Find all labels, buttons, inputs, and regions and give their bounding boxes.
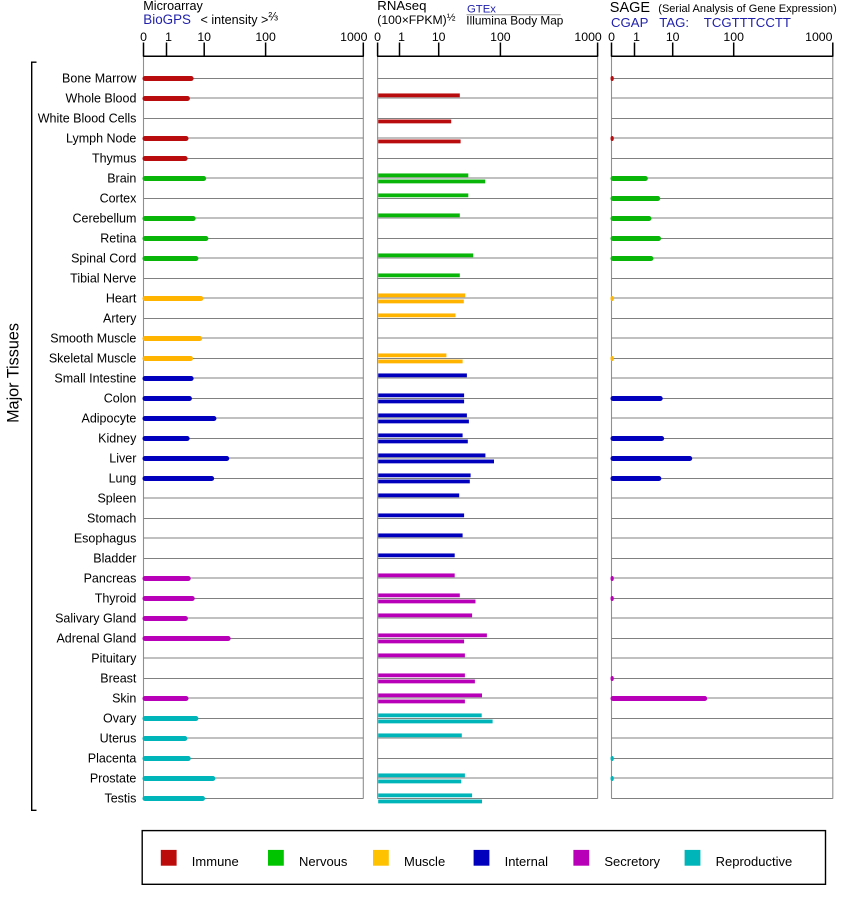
svg-text:Bladder: Bladder: [93, 551, 136, 565]
svg-text:10: 10: [197, 30, 211, 44]
svg-text:Secretory: Secretory: [604, 854, 660, 869]
svg-text:Retina: Retina: [100, 231, 136, 245]
svg-text:Liver: Liver: [109, 451, 136, 465]
svg-text:Bone Marrow: Bone Marrow: [62, 71, 137, 85]
svg-text:(100×FPKM)½: (100×FPKM)½: [377, 12, 455, 28]
svg-text:Tibial Nerve: Tibial Nerve: [70, 271, 136, 285]
svg-text:SAGE: SAGE: [610, 0, 651, 16]
svg-text:Pituitary: Pituitary: [91, 651, 137, 665]
svg-text:Skeletal Muscle: Skeletal Muscle: [49, 351, 137, 365]
svg-text:Artery: Artery: [103, 311, 137, 325]
svg-text:Stomach: Stomach: [87, 511, 136, 525]
svg-text:Cortex: Cortex: [100, 191, 138, 205]
svg-text:Immune: Immune: [192, 854, 239, 869]
svg-text:Uterus: Uterus: [100, 731, 137, 745]
svg-text:Colon: Colon: [104, 391, 137, 405]
svg-text:Spleen: Spleen: [97, 491, 136, 505]
svg-text:1000: 1000: [340, 30, 368, 44]
svg-text:1: 1: [633, 30, 640, 44]
svg-text:Lymph Node: Lymph Node: [66, 131, 136, 145]
svg-text:Smooth Muscle: Smooth Muscle: [50, 331, 136, 345]
svg-text:Pancreas: Pancreas: [84, 571, 137, 585]
svg-text:Microarray: Microarray: [143, 0, 203, 13]
svg-text:Adipocyte: Adipocyte: [81, 411, 136, 425]
svg-text:TAG: TCGTTTCCTT: TAG: TCGTTTCCTT: [659, 15, 791, 30]
svg-text:Thymus: Thymus: [92, 151, 136, 165]
svg-text:1: 1: [165, 30, 172, 44]
svg-text:10: 10: [666, 30, 680, 44]
svg-text:Ovary: Ovary: [103, 711, 137, 725]
svg-text:Salivary Gland: Salivary Gland: [55, 611, 136, 625]
svg-text:10: 10: [432, 30, 446, 44]
svg-text:Testis: Testis: [104, 791, 136, 805]
svg-text:Illumina Body Map: Illumina Body Map: [466, 14, 563, 28]
svg-text:CGAP: CGAP: [611, 15, 649, 30]
svg-text:Lung: Lung: [109, 471, 137, 485]
svg-text:Adrenal Gland: Adrenal Gland: [56, 631, 136, 645]
svg-text:White Blood Cells: White Blood Cells: [38, 111, 137, 125]
svg-text:Spinal Cord: Spinal Cord: [71, 251, 136, 265]
svg-text:(Serial Analysis of Gene Expre: (Serial Analysis of Gene Expression): [658, 3, 837, 15]
svg-text:1: 1: [398, 30, 405, 44]
svg-text:Small Intestine: Small Intestine: [54, 371, 136, 385]
svg-text:Prostate: Prostate: [90, 771, 137, 785]
svg-text:0: 0: [374, 30, 381, 44]
svg-text:1000: 1000: [805, 30, 833, 44]
svg-text:100: 100: [490, 30, 511, 44]
svg-text:Cerebellum: Cerebellum: [72, 211, 136, 225]
svg-text:Whole Blood: Whole Blood: [66, 91, 137, 105]
svg-text:Heart: Heart: [106, 291, 137, 305]
svg-text:Breast: Breast: [100, 671, 137, 685]
svg-text:Kidney: Kidney: [98, 431, 137, 445]
svg-text:Brain: Brain: [107, 171, 136, 185]
svg-text:Thyroid: Thyroid: [95, 591, 137, 605]
svg-text:< intensity >⅔: < intensity >⅔: [201, 11, 279, 27]
svg-text:Esophagus: Esophagus: [74, 531, 137, 545]
svg-text:Major Tissues: Major Tissues: [5, 323, 23, 423]
svg-text:Muscle: Muscle: [404, 854, 445, 869]
svg-text:BioGPS: BioGPS: [143, 12, 191, 27]
svg-text:Skin: Skin: [112, 691, 136, 705]
svg-text:100: 100: [723, 30, 744, 44]
svg-text:0: 0: [608, 30, 615, 44]
svg-text:100: 100: [255, 30, 276, 44]
svg-text:RNAseq: RNAseq: [377, 0, 426, 13]
svg-text:Reproductive: Reproductive: [716, 854, 793, 869]
svg-text:1000: 1000: [574, 30, 602, 44]
svg-text:Internal: Internal: [505, 854, 548, 869]
svg-text:Placenta: Placenta: [88, 751, 137, 765]
svg-text:GTEx: GTEx: [467, 3, 496, 15]
svg-text:0: 0: [140, 30, 147, 44]
svg-text:Nervous: Nervous: [299, 854, 348, 869]
